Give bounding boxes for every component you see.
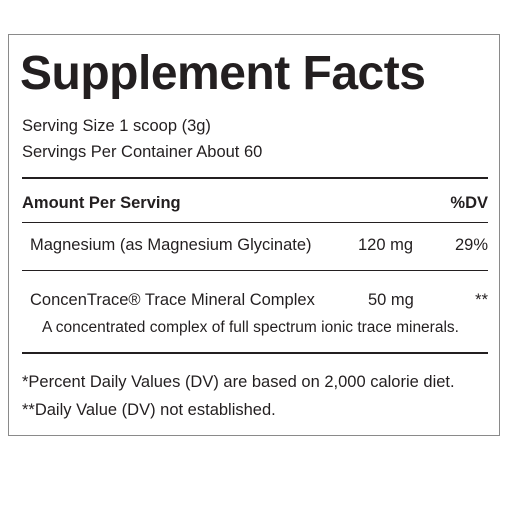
- footnote: *Percent Daily Values (DV) are based on …: [22, 373, 455, 391]
- nutrient-dv: 29%: [454, 236, 488, 254]
- nutrient-name: ConcenTrace® Trace Mineral Complex: [30, 291, 315, 309]
- label-box: [8, 34, 500, 436]
- footnote: **Daily Value (DV) not established.: [22, 401, 276, 419]
- nutrient-dv: **: [475, 291, 488, 309]
- thick-rule: [22, 352, 488, 354]
- nutrient-amount: 120 mg: [358, 236, 414, 254]
- nutrient-description: A concentrated complex of full spectrum …: [42, 319, 459, 336]
- rule: [22, 270, 488, 271]
- servings-per-container: Servings Per Container About 60: [22, 143, 263, 161]
- serving-size: Serving Size 1 scoop (3g): [22, 117, 211, 135]
- column-header: %DV: [450, 194, 488, 212]
- rule: [22, 222, 488, 223]
- thick-rule: [22, 177, 488, 179]
- nutrient-name: Magnesium (as Magnesium Glycinate): [30, 236, 312, 254]
- column-header: Amount Per Serving: [22, 194, 181, 212]
- nutrient-amount: 50 mg: [368, 291, 414, 309]
- title: Supplement Facts: [20, 47, 426, 100]
